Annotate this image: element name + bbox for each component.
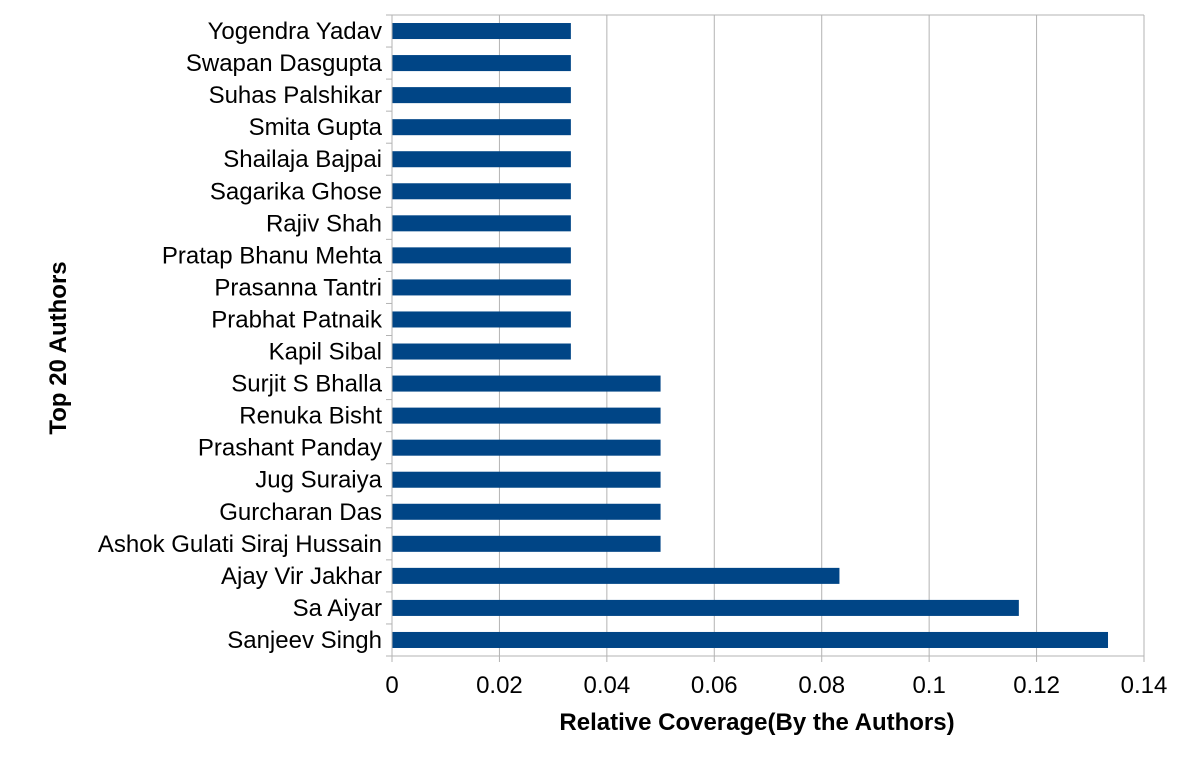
axes xyxy=(386,14,1145,662)
x-tick-label: 0.12 xyxy=(1013,672,1060,699)
y-category-label: Sagarika Ghose xyxy=(210,178,382,205)
y-category-label: Sanjeev Singh xyxy=(227,627,382,654)
bar xyxy=(392,343,571,360)
y-category-label: Smita Gupta xyxy=(249,114,383,141)
bar xyxy=(392,407,661,424)
bar xyxy=(392,599,1019,616)
bar xyxy=(392,279,571,296)
x-axis-title: Relative Coverage(By the Authors) xyxy=(559,709,954,736)
bar xyxy=(392,119,571,136)
bar xyxy=(392,439,661,456)
y-category-label: Shailaja Bajpai xyxy=(223,146,382,173)
y-category-label: Jug Suraiya xyxy=(255,467,382,494)
grid-lines xyxy=(391,14,1145,656)
bar xyxy=(392,151,571,168)
bar xyxy=(392,247,571,264)
y-category-label: Ashok Gulati Siraj Hussain xyxy=(98,531,382,558)
bar xyxy=(392,311,571,328)
bar xyxy=(392,535,661,552)
y-category-label: Sa Aiyar xyxy=(293,595,382,622)
bar xyxy=(392,215,571,232)
x-tick-label: 0.08 xyxy=(798,672,845,699)
labels: 0 0.02 0.04 0.06 0.08 0.1 0.12 0.14 Yogendra Yad… xyxy=(98,18,1167,699)
bar xyxy=(392,567,840,584)
y-category-label: Renuka Bisht xyxy=(239,403,382,430)
y-category-label: Ajay Vir Jakhar xyxy=(221,563,382,590)
y-axis-title: Top 20 Authors xyxy=(45,261,72,434)
y-category-label: Prashant Panday xyxy=(198,435,382,462)
bar xyxy=(392,23,571,40)
bar xyxy=(392,631,1109,648)
y-category-label: Suhas Palshikar xyxy=(209,82,382,109)
x-tick-label: 0.1 xyxy=(912,672,945,699)
y-category-label: Surjit S Bhalla xyxy=(231,371,382,398)
y-category-label: Prasanna Tantri xyxy=(214,274,382,301)
y-category-label: Yogendra Yadav xyxy=(208,18,382,45)
bar xyxy=(392,375,661,392)
x-tick-label: 0 xyxy=(385,672,398,699)
y-category-label: Prabhat Patnaik xyxy=(211,306,383,333)
bar xyxy=(392,87,571,104)
bar xyxy=(392,55,571,72)
y-category-label: Pratap Bhanu Mehta xyxy=(162,242,383,269)
y-category-label: Kapil Sibal xyxy=(269,339,382,366)
bar xyxy=(392,471,661,488)
bar xyxy=(392,503,661,520)
x-tick-label: 0.14 xyxy=(1121,672,1168,699)
bars xyxy=(392,23,1109,648)
y-category-label: Swapan Dasgupta xyxy=(186,50,383,77)
x-tick-label: 0.04 xyxy=(583,672,630,699)
y-category-label: Rajiv Shah xyxy=(266,210,382,237)
x-tick-label: 0.06 xyxy=(691,672,738,699)
bar xyxy=(392,183,571,200)
x-tick-label: 0.02 xyxy=(476,672,523,699)
y-category-label: Gurcharan Das xyxy=(219,499,382,526)
